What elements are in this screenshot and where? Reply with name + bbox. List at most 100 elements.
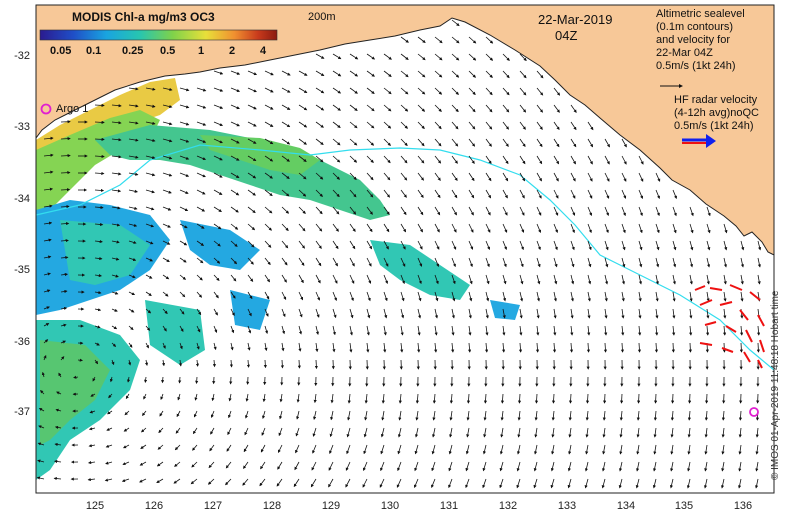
velocity-arrow <box>400 104 409 112</box>
velocity-arrow <box>332 274 338 284</box>
velocity-arrow <box>229 359 233 368</box>
velocity-arrow <box>145 189 155 194</box>
velocity-arrow <box>485 53 494 61</box>
velocity-arrow <box>687 427 691 438</box>
velocity-arrow <box>213 206 222 213</box>
velocity-arrow <box>451 53 460 61</box>
velocity-arrow <box>706 206 711 217</box>
velocity-arrow <box>366 223 373 233</box>
velocity-arrow <box>264 206 273 214</box>
velocity-arrow <box>536 138 543 148</box>
velocity-arrow <box>298 121 308 128</box>
velocity-arrow <box>434 274 439 285</box>
velocity-arrow <box>636 410 640 421</box>
velocity-arrow <box>213 308 218 316</box>
velocity-arrow <box>536 87 544 96</box>
velocity-arrow <box>502 121 509 130</box>
velocity-arrow <box>94 188 105 193</box>
velocity-arrow <box>519 104 527 113</box>
argo-marker-2[interactable] <box>749 407 759 417</box>
velocity-arrow <box>483 427 487 438</box>
velocity-arrow <box>431 478 436 489</box>
velocity-arrow <box>432 427 436 438</box>
velocity-arrow <box>448 444 453 455</box>
velocity-arrow <box>502 325 506 336</box>
velocity-arrow <box>570 308 574 319</box>
velocity-arrow <box>638 308 642 319</box>
velocity-arrow <box>191 461 198 468</box>
velocity-arrow <box>128 240 137 244</box>
velocity-arrow <box>36 476 45 480</box>
legend-hf-line: (4-12h avg)noQC <box>674 107 759 119</box>
velocity-arrow <box>196 104 207 109</box>
velocity-arrow <box>298 308 303 318</box>
velocity-arrow <box>703 478 708 489</box>
velocity-arrow <box>179 121 190 126</box>
velocity-arrow <box>417 138 425 147</box>
velocity-arrow <box>706 257 711 268</box>
velocity-arrow <box>60 154 71 158</box>
velocity-arrow <box>638 240 643 251</box>
velocity-arrow <box>105 444 113 448</box>
velocity-arrow <box>195 359 200 367</box>
velocity-arrow <box>107 410 113 415</box>
velocity-arrow <box>366 53 376 60</box>
velocity-arrow <box>313 410 317 420</box>
velocity-arrow <box>230 121 240 127</box>
velocity-arrow <box>264 325 269 334</box>
velocity-arrow <box>655 291 659 302</box>
velocity-arrow <box>88 460 96 465</box>
velocity-arrow <box>178 376 182 384</box>
velocity-arrow <box>230 206 239 213</box>
velocity-arrow <box>434 36 443 44</box>
velocity-arrow <box>485 274 490 285</box>
velocity-arrow <box>451 257 456 268</box>
velocity-arrow <box>723 240 728 251</box>
velocity-arrow <box>313 393 317 404</box>
velocity-arrow <box>621 257 626 268</box>
velocity-arrow <box>755 444 759 455</box>
velocity-arrow <box>468 325 472 336</box>
velocity-arrow <box>500 410 504 421</box>
velocity-arrow <box>383 70 392 77</box>
velocity-arrow <box>687 410 692 421</box>
velocity-arrow <box>43 153 54 157</box>
velocity-arrow <box>349 53 359 60</box>
velocity-arrow <box>706 308 710 319</box>
velocity-arrow <box>485 257 490 268</box>
velocity-arrow <box>551 444 555 455</box>
velocity-arrow <box>128 223 138 227</box>
velocity-arrow <box>230 172 240 179</box>
velocity-arrow <box>111 342 117 347</box>
velocity-arrow <box>400 291 405 302</box>
velocity-arrow <box>128 206 138 210</box>
velocity-arrow <box>383 274 388 285</box>
argo-marker-1[interactable] <box>40 103 52 115</box>
velocity-arrow <box>315 291 321 301</box>
velocity-arrow <box>434 121 442 130</box>
velocity-arrow <box>688 342 692 353</box>
velocity-arrow <box>553 121 560 131</box>
velocity-arrow <box>329 444 334 455</box>
velocity-arrow <box>298 257 305 266</box>
velocity-arrow <box>281 325 286 335</box>
velocity-arrow <box>485 240 491 251</box>
map-frame <box>35 4 775 494</box>
velocity-arrow <box>94 120 105 124</box>
velocity-arrow <box>721 427 725 438</box>
velocity-arrow <box>196 240 205 246</box>
velocity-arrow <box>618 461 623 472</box>
velocity-arrow <box>247 291 253 300</box>
velocity-arrow <box>332 206 340 215</box>
velocity-arrow <box>587 257 592 268</box>
velocity-arrow <box>281 342 285 352</box>
velocity-arrow <box>346 427 351 438</box>
velocity-arrow <box>94 137 105 141</box>
velocity-arrow <box>315 308 320 318</box>
velocity-arrow <box>60 188 71 192</box>
velocity-arrow <box>54 425 62 429</box>
velocity-arrow <box>264 121 274 127</box>
velocity-arrow <box>349 291 354 302</box>
velocity-arrow <box>213 257 221 264</box>
velocity-arrow <box>485 189 492 199</box>
